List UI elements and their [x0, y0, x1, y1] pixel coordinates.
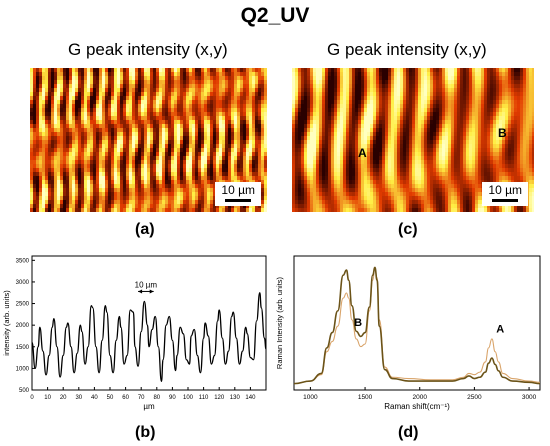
- scalebar-a: 10 µm: [215, 182, 261, 206]
- profile-x-axis-label: µm: [143, 402, 155, 411]
- map-point-label-a: A: [358, 146, 367, 160]
- profile-y-tick-label: 1500: [16, 345, 30, 351]
- profile-x-tick-label: 10: [44, 395, 51, 401]
- profile-y-axis-label: intensity (arb. units): [2, 290, 11, 356]
- raman-y-axis-label: Raman Intensity (arb. units): [275, 276, 284, 369]
- raman-x-axis-label: Raman shift(cm⁻¹): [384, 402, 450, 411]
- raman-series-b: [293, 266, 541, 385]
- profile-x-tick-label: 120: [214, 395, 225, 401]
- panel-label-a: (a): [135, 221, 155, 238]
- heatmap-a: 10 µm: [30, 68, 267, 212]
- profile-x-tick-label: 100: [183, 395, 194, 401]
- raman-x-tick-label: 2500: [467, 394, 482, 401]
- panel-label-d: (d): [398, 424, 419, 441]
- profile-y-tick-label: 3500: [16, 258, 30, 264]
- profile-y-tick-label: 1000: [16, 366, 30, 372]
- raman-x-tick-label: 3000: [522, 394, 537, 401]
- profile-x-tick-label: 80: [153, 395, 160, 401]
- scalebar-a-bar: [225, 199, 252, 202]
- raman-x-tick-label: 1000: [303, 394, 318, 401]
- heatmap-a-canvas: [30, 68, 267, 212]
- raman-annotation-b: B: [354, 317, 362, 329]
- profile-annotation: 10 µm: [135, 280, 158, 294]
- profile-x-tick-label: 60: [122, 395, 129, 401]
- profile-plot-b: 0 10 20 30 40 50 60 70 80 90 100 110 120 130 140 500 100…: [2, 255, 267, 411]
- map-point-label-b: B: [498, 126, 507, 140]
- raman-annotation-a: A: [496, 324, 504, 336]
- raman-plot-frame: [293, 255, 541, 391]
- scalebar-a-label: 10 µm: [221, 183, 255, 197]
- profile-series-line: [31, 292, 267, 383]
- scalebar-c-bar: [492, 199, 519, 202]
- profile-x-tick-label: 130: [230, 395, 241, 401]
- profile-x-tick-label: 90: [169, 395, 176, 401]
- map-a-title: G peak intensity (x,y): [68, 40, 228, 59]
- profile-x-tick-label: 50: [107, 395, 114, 401]
- figure-title: Q2_UV: [240, 4, 310, 27]
- profile-y-tick-label: 3000: [16, 280, 30, 286]
- profile-x-tick-label: 20: [60, 395, 67, 401]
- scalebar-c: 10 µm: [482, 182, 528, 206]
- profile-y-tick-label: 500: [19, 388, 30, 394]
- scalebar-c-label: 10 µm: [488, 183, 522, 197]
- raman-x-tick-label: 1500: [358, 394, 373, 401]
- profile-plot-frame: [31, 255, 267, 391]
- map-c-title: G peak intensity (x,y): [327, 40, 487, 59]
- raman-x-tick-label: 2000: [412, 394, 427, 401]
- profile-x-tick-label: 40: [91, 395, 98, 401]
- profile-y-tick-label: 2500: [16, 302, 30, 308]
- heatmap-c-canvas: [292, 68, 534, 212]
- profile-x-tick-label: 140: [245, 395, 256, 401]
- profile-x-tick-label: 0: [30, 395, 34, 401]
- panel-label-b: (b): [135, 424, 156, 441]
- heatmap-c: A B 10 µm: [292, 68, 534, 212]
- profile-x-tick-label: 30: [75, 395, 82, 401]
- raman-plot-d: 1000 1500 2000 2500 3000 Raman shift(cm⁻¹) R…: [275, 255, 541, 411]
- profile-x-tick-label: 70: [138, 395, 145, 401]
- profile-annotation-arrowhead-right: [149, 289, 154, 294]
- profile-annotation-arrowhead-left: [138, 289, 143, 294]
- panel-label-c: (c): [398, 221, 418, 238]
- profile-y-tick-label: 2000: [16, 323, 30, 329]
- profile-annotation-label: 10 µm: [135, 280, 158, 289]
- profile-x-tick-label: 110: [199, 395, 209, 401]
